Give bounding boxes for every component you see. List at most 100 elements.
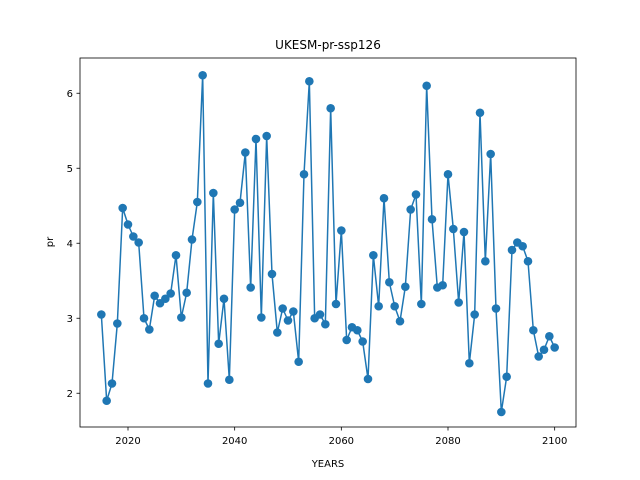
- y-tick-label: 3: [67, 314, 73, 325]
- data-point: [150, 291, 159, 301]
- data-point: [257, 313, 266, 322]
- data-point: [97, 310, 106, 319]
- data-point: [385, 277, 394, 287]
- data-point: [294, 357, 303, 367]
- data-point: [241, 148, 250, 157]
- data-point: [401, 282, 410, 292]
- x-axis: 2020 2040 2060 2080 2100: [115, 427, 567, 447]
- data-point: [262, 131, 271, 141]
- data-point: [102, 396, 111, 406]
- data-point: [214, 339, 223, 349]
- data-point: [278, 304, 287, 313]
- data-point: [417, 299, 426, 309]
- y-tick-label: 5: [67, 164, 73, 175]
- y-tick-label: 2: [67, 389, 73, 400]
- data-point: [497, 407, 506, 417]
- data-point: [470, 310, 479, 319]
- data-point: [129, 232, 138, 241]
- data-point: [219, 294, 229, 304]
- data-point: [182, 288, 191, 298]
- x-tick-label: 2080: [435, 436, 460, 447]
- data-point: [230, 205, 239, 214]
- data-point: [145, 325, 154, 334]
- data-point: [486, 149, 495, 159]
- data-point: [193, 197, 202, 207]
- y-axis: 2 3 4 5 6: [67, 89, 80, 400]
- data-point: [267, 269, 277, 279]
- data-point: [491, 304, 501, 313]
- data-point: [203, 379, 213, 388]
- y-tick-label: 4: [67, 239, 73, 250]
- data-point: [305, 76, 314, 86]
- plot-area: [97, 70, 559, 417]
- data-point: [251, 134, 261, 144]
- data-point: [518, 241, 527, 251]
- data-point: [187, 235, 197, 244]
- data-point: [139, 313, 149, 323]
- data-point: [358, 337, 367, 346]
- data-point: [331, 299, 341, 309]
- data-point: [390, 301, 399, 311]
- data-point: [246, 283, 255, 292]
- data-point: [342, 335, 351, 345]
- data-point: [235, 198, 245, 208]
- data-point: [443, 169, 453, 179]
- x-tick-label: 2040: [222, 436, 247, 447]
- data-point: [326, 103, 335, 113]
- series-line: [100, 74, 556, 413]
- data-point: [273, 328, 282, 337]
- plot-frame: [79, 57, 577, 428]
- data-point: [118, 203, 127, 213]
- data-point: [454, 298, 463, 307]
- data-point: [161, 294, 170, 304]
- data-point: [289, 307, 298, 316]
- data-point: [379, 193, 389, 203]
- data-point: [374, 301, 383, 311]
- x-axis-label: YEARS: [311, 459, 345, 470]
- data-point: [353, 325, 362, 335]
- data-point: [395, 316, 405, 326]
- data-point: [449, 224, 458, 234]
- data-point: [438, 280, 447, 290]
- data-point: [422, 81, 431, 91]
- data-point: [502, 372, 511, 382]
- data-point: [481, 256, 490, 266]
- data-point: [166, 289, 175, 298]
- data-point: [177, 313, 186, 322]
- data-point: [171, 250, 181, 260]
- data-point: [209, 188, 218, 198]
- data-point: [337, 226, 346, 235]
- data-point: [369, 250, 378, 260]
- data-point: [534, 352, 543, 361]
- data-point: [507, 245, 517, 255]
- x-tick-label: 2020: [115, 436, 140, 447]
- data-point: [198, 70, 207, 80]
- data-point: [406, 205, 415, 214]
- data-point: [299, 169, 309, 179]
- data-point: [523, 256, 533, 266]
- data-point: [283, 316, 293, 325]
- y-axis-label: pr: [45, 236, 56, 247]
- data-point: [123, 220, 133, 229]
- chart-title: UKESM-pr-ssp126: [275, 38, 381, 52]
- data-point: [475, 108, 485, 118]
- data-point: [113, 319, 122, 328]
- data-point: [321, 319, 330, 329]
- data-point: [225, 375, 234, 385]
- data-point: [427, 214, 437, 224]
- data-point: [411, 190, 421, 199]
- x-tick-label: 2100: [542, 436, 567, 447]
- data-point: [107, 379, 117, 388]
- data-point: [550, 343, 559, 352]
- y-tick-label: 6: [67, 89, 73, 100]
- data-point: [315, 310, 325, 319]
- data-point: [459, 227, 469, 237]
- data-point: [545, 331, 554, 341]
- data-point: [539, 345, 549, 355]
- data-point: [363, 374, 373, 384]
- data-point: [134, 238, 143, 247]
- data-point: [465, 358, 474, 368]
- data-point: [529, 325, 538, 335]
